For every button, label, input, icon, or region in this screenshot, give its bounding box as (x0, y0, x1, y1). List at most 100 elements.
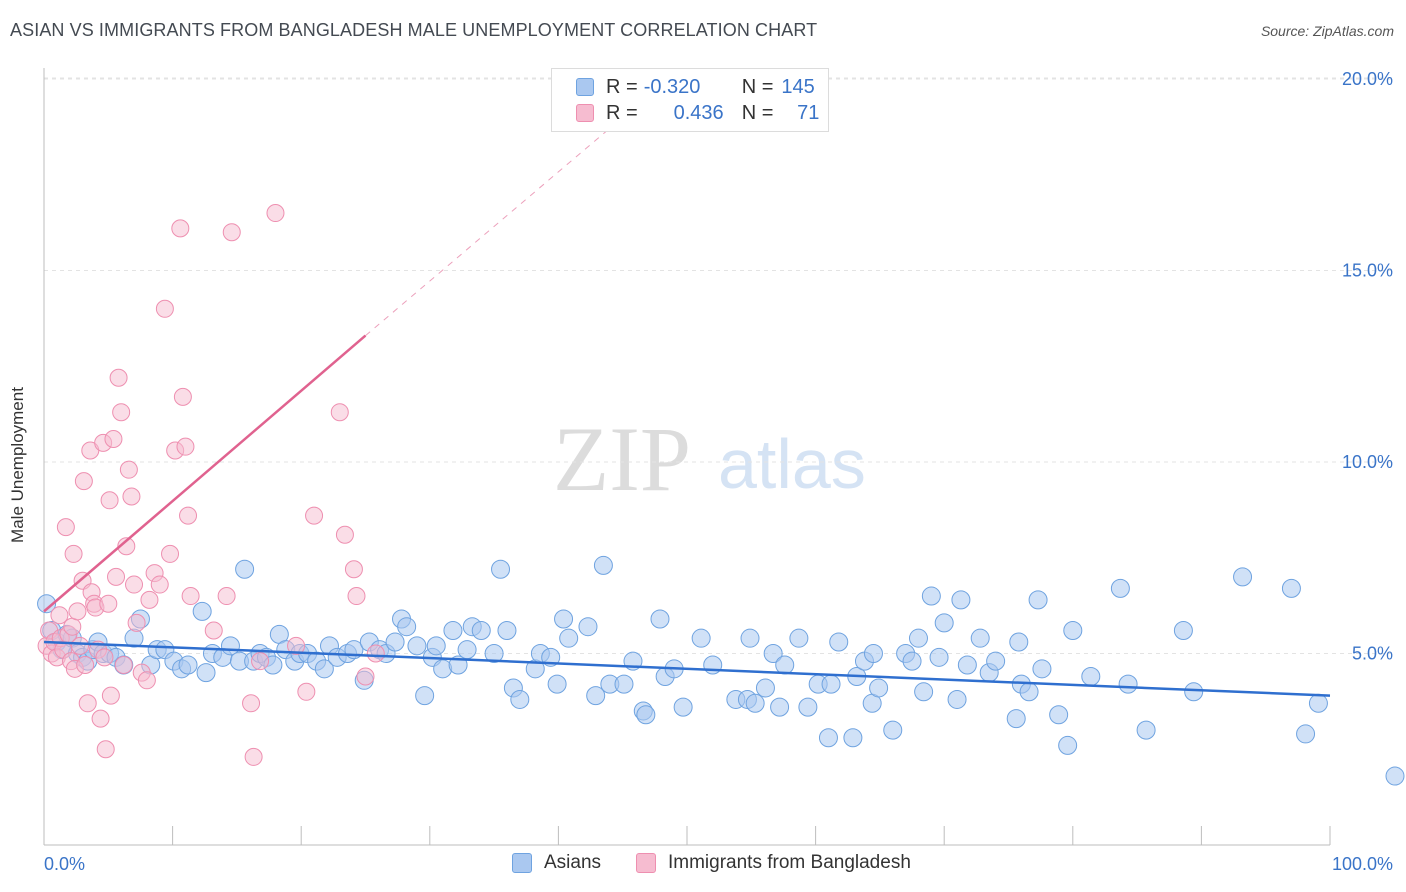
legend-r-label: R = (606, 75, 638, 98)
legend-label-asians: Asians (544, 852, 602, 873)
point-bangladesh (76, 655, 95, 674)
point-asians (1184, 682, 1204, 702)
point-asians (314, 659, 334, 679)
point-bangladesh (242, 694, 261, 713)
point-bangladesh (356, 667, 375, 686)
point-asians (192, 601, 212, 621)
point-asians (1136, 720, 1156, 740)
point-asians (763, 644, 783, 663)
point-bangladesh (104, 430, 123, 449)
point-bangladesh (71, 636, 90, 655)
source-credit: Source: ZipAtlas.com (1260, 23, 1394, 39)
point-bangladesh (125, 575, 144, 594)
point-asians (770, 697, 790, 717)
point-asians (914, 682, 934, 702)
point-asians (37, 594, 57, 614)
point-asians (1385, 766, 1405, 786)
point-asians (443, 621, 463, 641)
point-bangladesh (251, 652, 270, 671)
point-asians (1063, 621, 1083, 641)
legend-label-bangladesh: Immigrants from Bangladesh (668, 852, 911, 873)
point-asians (691, 628, 711, 648)
point-asians (1281, 578, 1301, 598)
point-asians (385, 632, 405, 652)
point-asians (970, 628, 990, 648)
point-asians (471, 621, 491, 641)
point-asians (1110, 578, 1130, 598)
point-asians (755, 678, 775, 698)
point-asians (586, 686, 606, 706)
point-asians (883, 720, 903, 740)
point-asians (986, 651, 1006, 671)
point-bangladesh (217, 587, 236, 606)
point-asians (235, 559, 255, 579)
legend-swatch-bangladesh (636, 853, 656, 873)
point-bangladesh (114, 655, 133, 674)
point-bangladesh (68, 602, 87, 621)
point-bangladesh (344, 560, 363, 579)
point-asians (951, 590, 971, 610)
point-asians (1233, 567, 1253, 587)
legend-r-value-asians: -0.320 (643, 75, 701, 98)
point-bangladesh (56, 518, 75, 537)
point-bangladesh (171, 219, 190, 238)
point-asians (789, 628, 809, 648)
watermark-atlas: atlas (718, 425, 866, 503)
point-asians (818, 728, 838, 748)
point-asians (457, 640, 477, 660)
point-bangladesh (95, 648, 114, 667)
point-asians (869, 678, 889, 698)
legend-r-label: R = (606, 101, 638, 124)
point-bangladesh (112, 403, 131, 422)
point-bangladesh (99, 594, 118, 613)
point-bangladesh (74, 472, 93, 491)
axes (43, 68, 1331, 846)
point-asians (614, 674, 634, 694)
point-asians (957, 655, 977, 675)
point-asians (798, 697, 818, 717)
point-asians (196, 663, 216, 683)
point-asians (1049, 705, 1069, 725)
trend-line-bangladesh (43, 334, 367, 613)
point-bangladesh (176, 437, 195, 456)
point-bangladesh (122, 487, 141, 506)
point-asians (902, 651, 922, 671)
legend-swatch-bangladesh (576, 104, 594, 122)
trend-line-bangladesh-extension (365, 116, 624, 336)
y-tick-label: 10.0% (1342, 452, 1393, 472)
point-asians (491, 559, 511, 579)
trend-lines (43, 116, 1331, 697)
point-bangladesh (109, 368, 128, 387)
point-bangladesh (137, 671, 156, 690)
legend-swatch-asians (576, 78, 594, 96)
point-asians (554, 609, 574, 629)
point-bangladesh (266, 204, 285, 223)
legend-n-label: N = (741, 75, 774, 98)
point-asians (829, 632, 849, 652)
legend-item-asians[interactable]: Asians (512, 852, 601, 874)
point-bangladesh (173, 387, 192, 406)
point-bangladesh (347, 587, 366, 606)
point-asians (578, 617, 598, 637)
point-asians (415, 686, 435, 706)
point-bangladesh (222, 223, 241, 242)
y-tick-label: 5.0% (1352, 644, 1393, 664)
point-asians (497, 621, 517, 641)
point-asians (947, 689, 967, 709)
legend-item-bangladesh[interactable]: Immigrants from Bangladesh (636, 852, 911, 874)
point-asians (1019, 682, 1039, 702)
point-asians (863, 644, 883, 663)
point-asians (1296, 724, 1316, 744)
x-tick-label: 100.0% (1332, 854, 1393, 874)
point-bangladesh (101, 686, 120, 705)
point-bangladesh (297, 682, 316, 701)
legend-n-label: N = (741, 101, 774, 124)
point-asians (636, 705, 656, 725)
point-bangladesh (150, 575, 169, 594)
point-asians (921, 586, 941, 606)
point-asians (843, 728, 863, 748)
point-bangladesh (96, 740, 115, 759)
watermark-zip: ZIP (553, 408, 691, 510)
point-asians (934, 613, 954, 633)
point-bangladesh (179, 506, 198, 525)
